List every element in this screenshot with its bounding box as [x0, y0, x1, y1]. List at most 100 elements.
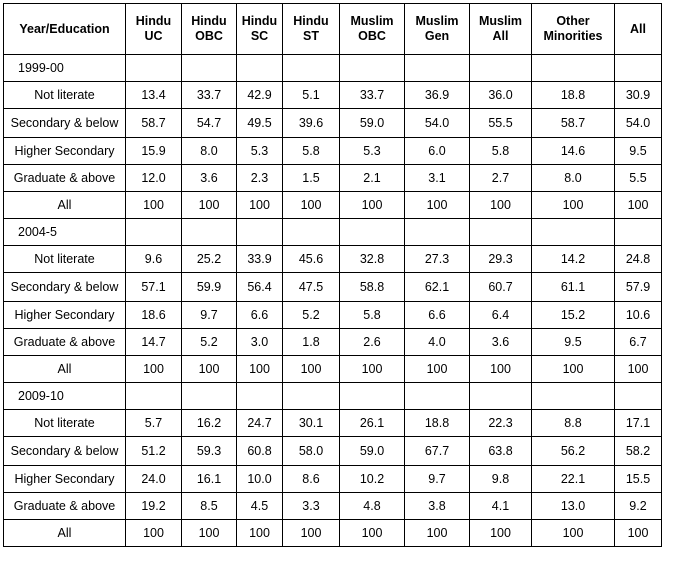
table-cell: 9.2 — [614, 492, 662, 520]
table-cell: 18.8 — [404, 409, 470, 437]
table-cell: 5.5 — [614, 164, 662, 192]
table-cell: 5.8 — [339, 301, 405, 329]
empty-cell — [614, 382, 662, 410]
table-cell: 32.8 — [339, 245, 405, 273]
header-all: All — [614, 3, 662, 55]
empty-cell — [236, 382, 283, 410]
row-label: Higher Secondary — [3, 465, 126, 493]
table-body: 1999-00 Not literate 13.4 33.7 42.9 5.1 33.7 36… — [3, 54, 662, 547]
empty-cell — [531, 382, 615, 410]
table-cell: 100 — [236, 191, 283, 219]
table-cell: 57.9 — [614, 272, 662, 302]
empty-cell — [614, 54, 662, 82]
table-cell: 100 — [404, 355, 470, 383]
table-row: Secondary & below 51.2 59.3 60.8 58.0 59.0 67.… — [3, 436, 662, 466]
year-label: 2004-5 — [3, 218, 126, 246]
empty-cell — [531, 54, 615, 82]
table-cell: 60.8 — [236, 436, 283, 466]
table-cell: 9.6 — [125, 245, 182, 273]
table-row: Higher Secondary 15.9 8.0 5.3 5.8 5.3 6.0 5.8 14… — [3, 137, 662, 165]
empty-cell — [339, 54, 405, 82]
table-cell: 8.0 — [181, 137, 237, 165]
table-cell: 39.6 — [282, 108, 340, 138]
table-cell: 100 — [125, 519, 182, 547]
header-other-minorities: Other Minorities — [531, 3, 615, 55]
table-cell: 100 — [531, 355, 615, 383]
table-cell: 100 — [236, 355, 283, 383]
row-label: Secondary & below — [3, 436, 126, 466]
table-cell: 100 — [531, 519, 615, 547]
table-cell: 51.2 — [125, 436, 182, 466]
table-cell: 2.6 — [339, 328, 405, 356]
table-cell: 100 — [614, 519, 662, 547]
table-cell: 45.6 — [282, 245, 340, 273]
table-cell: 2.7 — [469, 164, 532, 192]
table-cell: 16.1 — [181, 465, 237, 493]
table-cell: 8.5 — [181, 492, 237, 520]
table-cell: 100 — [404, 519, 470, 547]
table-cell: 100 — [236, 519, 283, 547]
table-cell: 4.0 — [404, 328, 470, 356]
table-cell: 100 — [339, 355, 405, 383]
table-cell: 18.8 — [531, 81, 615, 109]
empty-cell — [236, 54, 283, 82]
year-row: 2009-10 — [3, 382, 662, 410]
header-hindu-sc: Hindu SC — [236, 3, 283, 55]
table-cell: 59.0 — [339, 108, 405, 138]
row-label: Secondary & below — [3, 108, 126, 138]
row-label: Graduate & above — [3, 164, 126, 192]
empty-cell — [339, 382, 405, 410]
table-cell: 8.0 — [531, 164, 615, 192]
table-cell: 49.5 — [236, 108, 283, 138]
table-cell: 24.8 — [614, 245, 662, 273]
empty-cell — [181, 54, 237, 82]
table-cell: 3.8 — [404, 492, 470, 520]
table-cell: 61.1 — [531, 272, 615, 302]
table-cell: 12.0 — [125, 164, 182, 192]
table-cell: 24.0 — [125, 465, 182, 493]
row-label: Not literate — [3, 245, 126, 273]
empty-cell — [531, 218, 615, 246]
table-cell: 100 — [181, 519, 237, 547]
table-cell: 100 — [282, 355, 340, 383]
table-cell: 59.0 — [339, 436, 405, 466]
table-cell: 5.8 — [469, 137, 532, 165]
table-row: Not literate 9.6 25.2 33.9 45.6 32.8 27.3 29.3 1… — [3, 245, 662, 273]
table-row: All 100 100 100 100 100 100 100 100 100 — [3, 519, 662, 547]
table-cell: 100 — [282, 519, 340, 547]
row-label: Higher Secondary — [3, 137, 126, 165]
row-label: All — [3, 519, 126, 547]
table-cell: 4.8 — [339, 492, 405, 520]
table-cell: 17.1 — [614, 409, 662, 437]
table-cell: 6.7 — [614, 328, 662, 356]
table-cell: 100 — [469, 191, 532, 219]
year-row: 2004-5 — [3, 218, 662, 246]
table-cell: 2.3 — [236, 164, 283, 192]
empty-cell — [404, 54, 470, 82]
table-cell: 33.7 — [339, 81, 405, 109]
table-row: Higher Secondary 24.0 16.1 10.0 8.6 10.2 9.7 9.… — [3, 465, 662, 493]
table-cell: 3.6 — [469, 328, 532, 356]
table-cell: 14.2 — [531, 245, 615, 273]
header-hindu-st: Hindu ST — [282, 3, 340, 55]
table-cell: 3.6 — [181, 164, 237, 192]
table-cell: 33.9 — [236, 245, 283, 273]
table-cell: 4.1 — [469, 492, 532, 520]
table-cell: 33.7 — [181, 81, 237, 109]
table-cell: 58.7 — [125, 108, 182, 138]
table-cell: 9.5 — [614, 137, 662, 165]
empty-cell — [404, 382, 470, 410]
table-row: Secondary & below 58.7 54.7 49.5 39.6 59.0 54.… — [3, 108, 662, 138]
header-muslim-obc: Muslim OBC — [339, 3, 405, 55]
row-label: All — [3, 355, 126, 383]
table-row: Graduate & above 14.7 5.2 3.0 1.8 2.6 4.0 3.6 9.… — [3, 328, 662, 356]
row-label: Not literate — [3, 409, 126, 437]
table-cell: 5.3 — [236, 137, 283, 165]
row-label: All — [3, 191, 126, 219]
table-cell: 5.1 — [282, 81, 340, 109]
table-cell: 100 — [125, 355, 182, 383]
table-cell: 19.2 — [125, 492, 182, 520]
table-cell: 42.9 — [236, 81, 283, 109]
table-cell: 100 — [469, 519, 532, 547]
table-cell: 100 — [614, 355, 662, 383]
